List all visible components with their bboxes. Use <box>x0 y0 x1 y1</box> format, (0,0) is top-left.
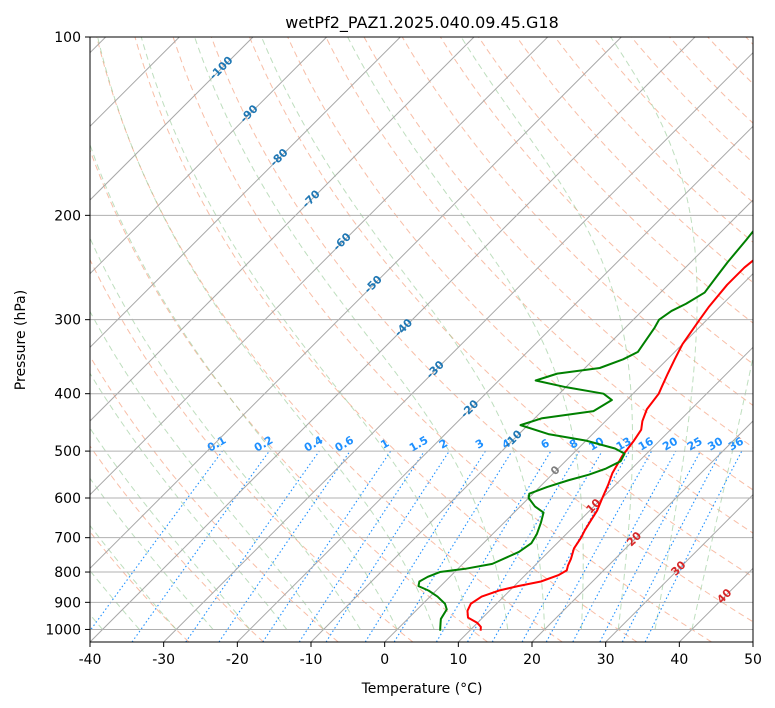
dry-adiabat <box>90 445 264 642</box>
mixing-ratio-line <box>298 450 425 642</box>
y-tick-label: 900 <box>54 595 81 611</box>
x-tick-label: 0 <box>380 652 389 668</box>
isotherm-line <box>90 37 401 349</box>
isotherm-line <box>90 37 696 642</box>
dry-adiabat <box>249 37 753 578</box>
y-tick-label: 800 <box>54 565 81 581</box>
dry-adiabat <box>707 37 753 85</box>
dry-adiabat <box>554 37 753 243</box>
isotherm-line <box>163 51 753 642</box>
y-tick-label: 200 <box>54 208 81 224</box>
moist-adiabat <box>90 372 288 630</box>
moist-adiabat <box>90 524 177 630</box>
isotherm-line <box>605 493 753 642</box>
isotherm-line <box>531 420 753 642</box>
isotherm-line <box>457 346 753 642</box>
mixing-ratio-line <box>572 450 677 642</box>
moist-adiabat <box>97 37 435 630</box>
dry-adiabat <box>439 37 753 365</box>
moist-adiabat <box>90 477 214 630</box>
isotherm-line <box>678 567 753 642</box>
plot-frame <box>89 36 754 643</box>
mixing-ratio-label: 1 <box>378 437 391 452</box>
x-axis-label: Temperature (°C) <box>361 681 483 697</box>
x-tick-label: 40 <box>670 652 688 668</box>
mixing-ratio-line <box>131 450 270 642</box>
dry-adiabat <box>478 37 753 324</box>
dry-adiabat <box>745 37 753 46</box>
dry-adiabat <box>90 148 488 642</box>
x-tick-label: 50 <box>744 652 762 668</box>
x-tick-label: 20 <box>523 652 541 668</box>
y-tick-label: 100 <box>54 30 81 46</box>
chart-title: wetPf2_PAZ1.2025.040.09.45.G18 <box>285 13 559 33</box>
y-tick-label: 600 <box>54 491 81 507</box>
moist-adiabat <box>90 569 140 630</box>
moist-adiabat <box>691 354 753 630</box>
x-tick-label: 30 <box>597 652 615 668</box>
y-tick-label: 300 <box>54 313 81 329</box>
y-tick-label: 400 <box>54 387 81 403</box>
mixing-ratio-label: 6 <box>539 436 552 451</box>
moist-adiabat <box>90 143 398 630</box>
moist-adiabat <box>347 37 584 630</box>
dry-adiabat <box>90 258 414 642</box>
x-tick-label: -40 <box>79 652 102 668</box>
temperature-profile <box>466 259 753 631</box>
moist-adiabat <box>90 237 361 630</box>
mixing-ratio-line <box>644 450 743 642</box>
mixing-ratio-line <box>185 450 320 642</box>
moist-adiabat <box>90 310 324 630</box>
dry-adiabat <box>210 37 753 623</box>
moist-adiabat <box>140 37 472 630</box>
y-axis-label: Pressure (hPa) <box>13 290 29 390</box>
isotherm-line <box>384 272 753 642</box>
moist-adiabat <box>261 37 546 630</box>
mixing-ratio-label: 3 <box>473 437 486 452</box>
isotherm-line <box>90 37 475 422</box>
plot-area: 0.1 0.2 0.4 0.6 1 1.5 2 3 4 6 8 10 13 16 20 25 30 36-100-… <box>90 37 753 642</box>
mixing-ratio-line <box>599 450 702 642</box>
x-tick-label: -10 <box>300 652 323 668</box>
x-tick-label: -30 <box>152 652 175 668</box>
isotherm-line <box>310 199 753 642</box>
dry-adiabat <box>516 37 753 284</box>
mixing-ratio-line <box>90 450 223 632</box>
dry-adiabat <box>90 355 339 642</box>
dry-adiabat <box>325 37 753 491</box>
y-tick-label: 500 <box>54 444 81 460</box>
moist-adiabat <box>194 37 509 630</box>
isotherm-line <box>236 125 753 642</box>
mixing-ratio-line <box>393 450 513 642</box>
moist-adiabat <box>90 427 251 630</box>
isotherm-line <box>90 37 622 570</box>
mixing-ratio-line <box>218 450 351 642</box>
dry-adiabat <box>172 37 712 642</box>
mixing-ratio-line <box>545 450 653 642</box>
isotherm-line <box>90 37 254 201</box>
axes: -40 -30 -20 -10 0 10 20 30 40 50 100 200 300 400 500 60… <box>45 30 762 668</box>
dry-adiabat <box>134 37 638 642</box>
y-tick-label: 700 <box>54 531 81 547</box>
y-tick-label: 1000 <box>45 622 81 638</box>
isotherm-line <box>90 37 328 275</box>
x-tick-label: 10 <box>449 652 467 668</box>
mixing-ratio-line <box>435 450 552 642</box>
x-tick-label: -20 <box>226 652 249 668</box>
dry-adiabat <box>592 37 753 203</box>
moist-adiabat <box>610 37 698 630</box>
isotherm-line <box>90 37 549 496</box>
dry-adiabat <box>96 37 563 642</box>
mixing-ratio-line <box>262 450 392 642</box>
dry-adiabat <box>287 37 753 534</box>
isotherm-line <box>752 641 753 642</box>
dewpoint-profile <box>417 229 753 631</box>
mixing-ratio-line <box>325 450 450 642</box>
